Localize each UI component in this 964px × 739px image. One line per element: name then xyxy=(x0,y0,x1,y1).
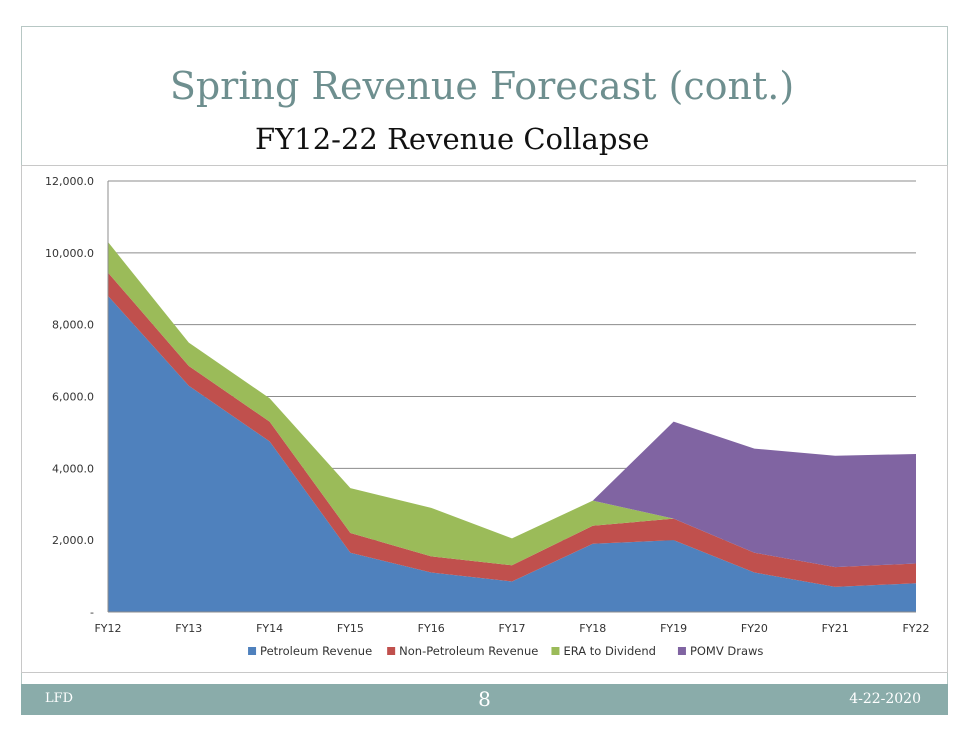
y-tick-label: - xyxy=(90,606,94,619)
x-tick-label: FY12 xyxy=(94,622,121,635)
footer-left-label: LFD xyxy=(45,691,74,706)
area-era-to-dividend xyxy=(108,242,916,568)
footer-date: 4-22-2020 xyxy=(849,691,921,707)
area-petroleum-revenue xyxy=(108,295,916,612)
slide-subtitle: FY12-22 Revenue Collapse xyxy=(255,122,650,156)
legend: Petroleum Revenue Non-Petroleum Revenue ER… xyxy=(248,644,763,658)
y-tick-label: 8,000.0 xyxy=(52,319,94,332)
y-tick-label: 4,000.0 xyxy=(52,462,94,475)
page-number: 8 xyxy=(478,687,491,711)
y-tick-label: 10,000.0 xyxy=(45,247,94,260)
legend-label: Petroleum Revenue xyxy=(260,644,372,658)
legend-label: POMV Draws xyxy=(690,644,763,658)
y-tick-label: 12,000.0 xyxy=(45,175,94,188)
y-tick-label: 6,000.0 xyxy=(52,391,94,404)
area-series xyxy=(108,242,916,612)
y-tick-label: 2,000.0 xyxy=(52,534,94,547)
x-tick-labels: FY12 FY13 FY14 FY15 FY16 FY17 FY18 FY19 FY20 FY21… xyxy=(94,622,929,635)
x-tick-label: FY15 xyxy=(337,622,364,635)
footer-bar: LFD 8 4-22-2020 xyxy=(21,684,948,715)
area-non-petroleum-revenue xyxy=(108,272,916,587)
x-tick-label: FY17 xyxy=(498,622,525,635)
slide-title: Spring Revenue Forecast (cont.) xyxy=(169,64,795,108)
legend-swatch xyxy=(551,647,560,655)
legend-label: Non-Petroleum Revenue xyxy=(399,644,538,658)
revenue-area-chart: - 2,000.0 4,000.0 6,000.0 8,000.0 10,000.0 12,… xyxy=(45,175,930,658)
x-tick-label: FY21 xyxy=(822,622,849,635)
legend-swatch xyxy=(387,647,396,655)
axes xyxy=(107,181,916,613)
x-tick-label: FY16 xyxy=(418,622,445,635)
x-tick-label: FY20 xyxy=(741,622,768,635)
y-tick-labels: - 2,000.0 4,000.0 6,000.0 8,000.0 10,000.0 12,… xyxy=(45,175,94,619)
x-tick-label: FY14 xyxy=(256,622,283,635)
area-pomv-draws xyxy=(108,242,916,568)
x-tick-label: FY19 xyxy=(660,622,687,635)
legend-label: ERA to Dividend xyxy=(563,644,656,658)
x-tick-label: FY18 xyxy=(579,622,606,635)
legend-swatch xyxy=(677,647,686,655)
x-tick-label: FY13 xyxy=(175,622,202,635)
legend-swatch xyxy=(248,647,257,655)
x-tick-label: FY22 xyxy=(902,622,929,635)
